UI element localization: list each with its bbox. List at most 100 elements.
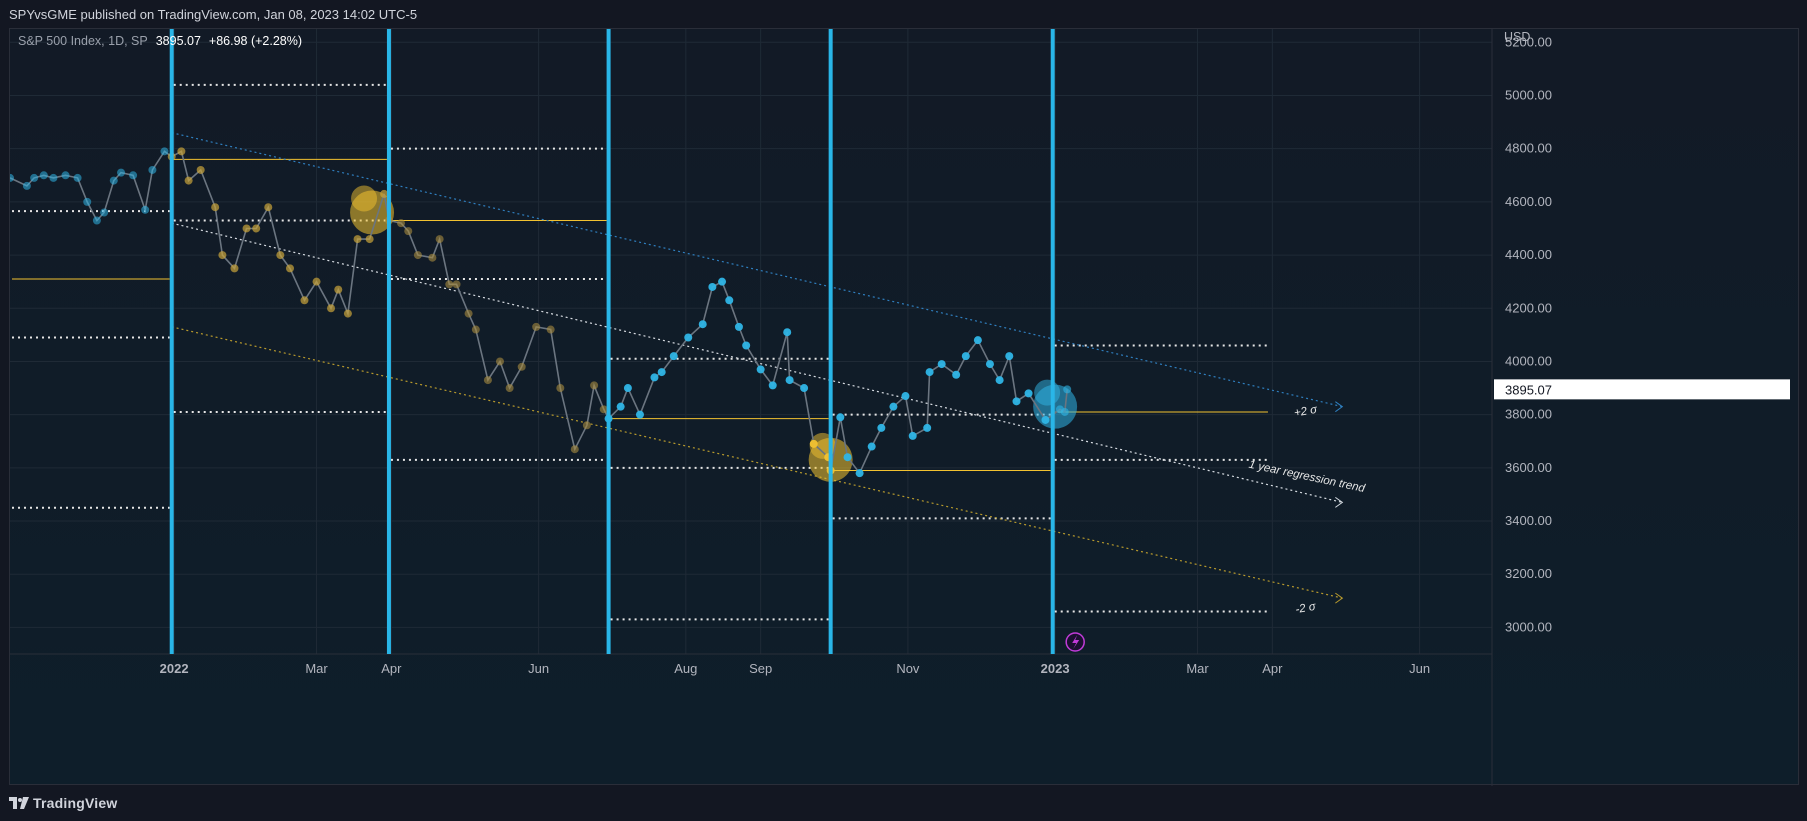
price-change: +86.98 (+2.28%) bbox=[208, 34, 303, 48]
price-dot bbox=[365, 235, 374, 244]
price-dot bbox=[252, 224, 261, 233]
y-tick-label: 5200.00 bbox=[1505, 34, 1552, 49]
minus-2-sigma-label: -2 σ bbox=[1295, 601, 1318, 617]
price-dot bbox=[264, 203, 273, 212]
tradingview-logo-icon bbox=[9, 797, 29, 809]
price-dot bbox=[73, 173, 82, 182]
price-dot bbox=[734, 322, 743, 331]
x-tick-label: Jun bbox=[528, 661, 549, 676]
price-dot bbox=[413, 251, 422, 260]
x-tick-label: 2022 bbox=[160, 661, 189, 676]
price-dot bbox=[599, 405, 608, 414]
price-dot bbox=[843, 453, 852, 462]
price-dot bbox=[49, 173, 58, 182]
trend-arrow-head bbox=[1335, 401, 1344, 413]
price-dot bbox=[184, 176, 193, 185]
brand-name: TradingView bbox=[33, 795, 118, 811]
price-dot bbox=[452, 280, 461, 289]
extreme-highlight-circle bbox=[1034, 379, 1061, 406]
price-dot bbox=[435, 235, 444, 244]
price-dot bbox=[742, 341, 751, 350]
price-dot bbox=[495, 357, 504, 366]
price-dot bbox=[582, 421, 591, 430]
price-dot bbox=[590, 381, 599, 390]
footer: TradingView bbox=[0, 785, 1807, 821]
price-dot bbox=[657, 368, 666, 377]
x-tick-label: Apr bbox=[1262, 661, 1283, 676]
price-dot bbox=[92, 216, 101, 225]
x-tick-label: Mar bbox=[305, 661, 328, 676]
x-tick-label: Jun bbox=[1409, 661, 1430, 676]
price-dot bbox=[312, 277, 321, 286]
price-dot bbox=[923, 423, 932, 432]
price-dot bbox=[937, 360, 946, 369]
price-dot bbox=[61, 171, 70, 180]
price-dot bbox=[117, 168, 126, 177]
price-dot bbox=[877, 423, 886, 432]
price-dot bbox=[39, 171, 48, 180]
y-tick-label: 3800.00 bbox=[1505, 407, 1552, 422]
price-dot bbox=[100, 208, 109, 217]
price-dot bbox=[343, 309, 352, 318]
y-tick-label: 3600.00 bbox=[1505, 460, 1552, 475]
price-dot bbox=[1041, 415, 1050, 424]
price-dot bbox=[505, 384, 514, 393]
price-dot bbox=[800, 384, 809, 393]
price-dot bbox=[570, 445, 579, 454]
last-price-tag-label: 3895.07 bbox=[1505, 382, 1552, 397]
price-dot bbox=[1024, 389, 1033, 398]
price-dot bbox=[708, 282, 717, 291]
x-tick-label: Mar bbox=[1186, 661, 1209, 676]
price-dot bbox=[556, 384, 565, 393]
x-tick-label: Sep bbox=[749, 661, 772, 676]
price-dot bbox=[109, 176, 118, 185]
price-dot bbox=[218, 251, 227, 260]
price-dot bbox=[785, 376, 794, 385]
price-dot bbox=[129, 171, 138, 180]
y-tick-label: 3200.00 bbox=[1505, 566, 1552, 581]
price-dot bbox=[397, 219, 406, 228]
price-dot bbox=[698, 320, 707, 329]
last-price: 3895.07 bbox=[155, 34, 201, 48]
currency-label: USD bbox=[1504, 30, 1530, 44]
price-dot bbox=[464, 309, 473, 318]
price-dot bbox=[1063, 385, 1072, 394]
price-dot bbox=[230, 264, 239, 273]
y-tick-label: 4600.00 bbox=[1505, 194, 1552, 209]
price-dot bbox=[756, 365, 765, 374]
symbol-legend: S&P 500 Index, 1D, SP 3895.07 +86.98 (+2… bbox=[18, 34, 302, 48]
chart-panel[interactable]: USD 5200.00 5000.00 4800.00 4600.00 4400.00 42… bbox=[6, 28, 1800, 786]
trend-arrow-head bbox=[1335, 592, 1344, 604]
price-dot bbox=[141, 205, 150, 214]
price-dot bbox=[471, 325, 480, 334]
price-dot bbox=[30, 173, 39, 182]
x-tick-label: Nov bbox=[896, 661, 920, 676]
lightning-bolt-icon bbox=[1072, 635, 1080, 649]
y-tick-label: 3000.00 bbox=[1505, 619, 1552, 634]
price-dot bbox=[83, 197, 92, 206]
price-dot bbox=[1012, 397, 1021, 406]
price-dot bbox=[961, 352, 970, 361]
price-dot bbox=[428, 253, 437, 262]
price-dot bbox=[836, 413, 845, 422]
price-dot bbox=[616, 402, 625, 411]
price-dot bbox=[925, 368, 934, 377]
price-dot bbox=[684, 333, 693, 342]
price-dot bbox=[6, 173, 14, 182]
price-dot bbox=[517, 362, 526, 371]
price-dot bbox=[22, 181, 31, 190]
tradingview-logo[interactable]: TradingView bbox=[9, 795, 117, 811]
y-tick-label: 4200.00 bbox=[1505, 300, 1552, 315]
price-dot bbox=[623, 384, 632, 393]
price-dot bbox=[445, 280, 454, 289]
price-dot bbox=[148, 165, 157, 174]
price-dot bbox=[1060, 407, 1069, 416]
price-dot bbox=[353, 235, 362, 244]
price-dot bbox=[768, 381, 777, 390]
symbol-name: S&P 500 Index, 1D, SP bbox=[18, 34, 148, 48]
price-dot bbox=[985, 360, 994, 369]
x-tick-label: Apr bbox=[381, 661, 402, 676]
publisher-line: SPYvsGME published on TradingView.com, J… bbox=[9, 6, 418, 22]
